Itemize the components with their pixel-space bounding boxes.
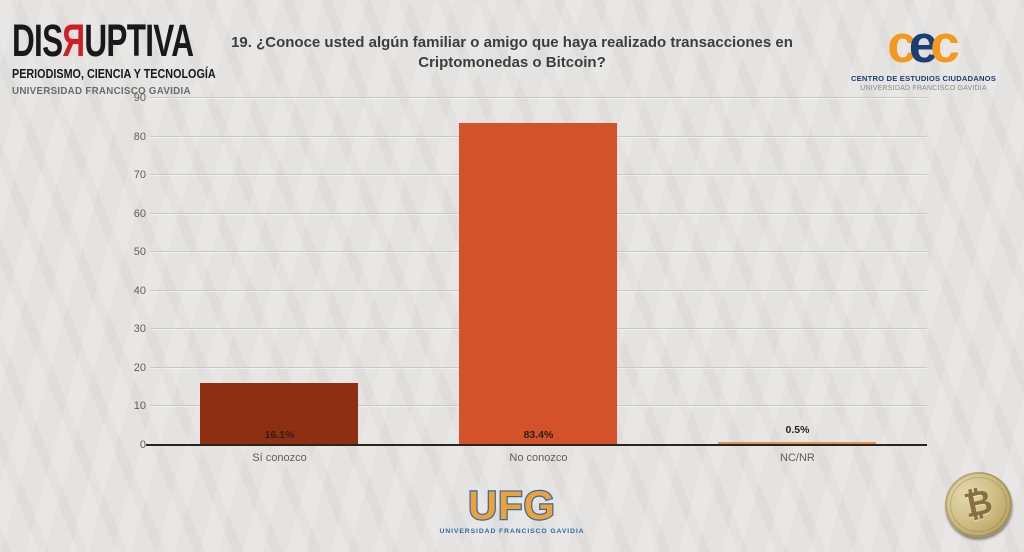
cec-logo: cec CENTRO DE ESTUDIOS CIUDADANOS UNIVER… (851, 18, 996, 92)
bar-value-label: 16.1% (264, 429, 295, 441)
cec-university: UNIVERSIDAD FRANCISCO GAVIDIA (860, 84, 987, 92)
disruptiva-logo: DISЯUPTIVA PERIODISMO, CIENCIA Y TECNOLO… (12, 18, 271, 98)
x-axis-category-label: NC/NR (780, 452, 815, 464)
bitcoin-symbol: ₿ (960, 482, 996, 526)
y-axis-tick-label: 60 (133, 207, 146, 220)
disruptiva-tagline: PERIODISMO, CIENCIA Y TECNOLOGÍA (12, 66, 216, 81)
cec-wordmark: cec (887, 15, 960, 74)
y-axis-tick-label: 50 (133, 246, 146, 259)
ufg-logo: UFG UNIVERSIDAD FRANCISCO GAVIDIA (0, 484, 1024, 536)
x-axis-line (146, 444, 927, 446)
gridline-90 (150, 97, 927, 98)
y-axis-tick-label: 80 (133, 130, 146, 143)
bar-value-label: 83.4% (523, 429, 554, 441)
ufg-university: UNIVERSIDAD FRANCISCO GAVIDIA (439, 528, 585, 536)
ufg-wordmark: UFG (467, 484, 556, 529)
y-axis-tick-label: 0 (139, 439, 146, 451)
y-axis-tick-label: 40 (133, 284, 146, 297)
bar-value-label: 0.5% (785, 424, 810, 436)
y-axis-tick-label: 30 (133, 323, 146, 336)
y-axis-tick-label: 10 (133, 400, 146, 413)
bar-no-conozco (459, 123, 618, 445)
y-axis-tick-label: 20 (133, 361, 146, 374)
disruptiva-wordmark: DISЯUPTIVA (12, 15, 194, 66)
bar-nc-nr (718, 442, 877, 445)
y-axis-tick-label: 90 (133, 92, 146, 104)
bar-chart-plot-area: 0 10 20 30 40 50 60 70 80 90 16.1% Sí conozco 83.4% N… (134, 92, 927, 464)
chart-title-line2: Criptomonedas o Bitcoin? (418, 54, 606, 71)
x-axis-category-label: No conozco (509, 452, 568, 464)
cec-name: CENTRO DE ESTUDIOS CIUDADANOS (850, 74, 996, 83)
x-axis-category-label: Sí conozco (252, 452, 307, 464)
bar-slot: 83.4% No conozco (409, 98, 668, 464)
disruptiva-university: UNIVERSIDAD FRANCISCO GAVIDIA (12, 85, 191, 97)
bar-slot: 0.5% NC/NR (668, 98, 927, 464)
reversed-r-glyph: Я (62, 15, 85, 66)
bar-slot: 16.1% Sí conozco (150, 98, 409, 464)
y-axis-tick-label: 70 (133, 169, 146, 182)
bar-s-conozco (200, 382, 359, 445)
chart-title: 19. ¿Conoce usted algún familiar o amigo… (212, 33, 812, 73)
chart-title-line1: 19. ¿Conoce usted algún familiar o amigo… (231, 34, 793, 51)
